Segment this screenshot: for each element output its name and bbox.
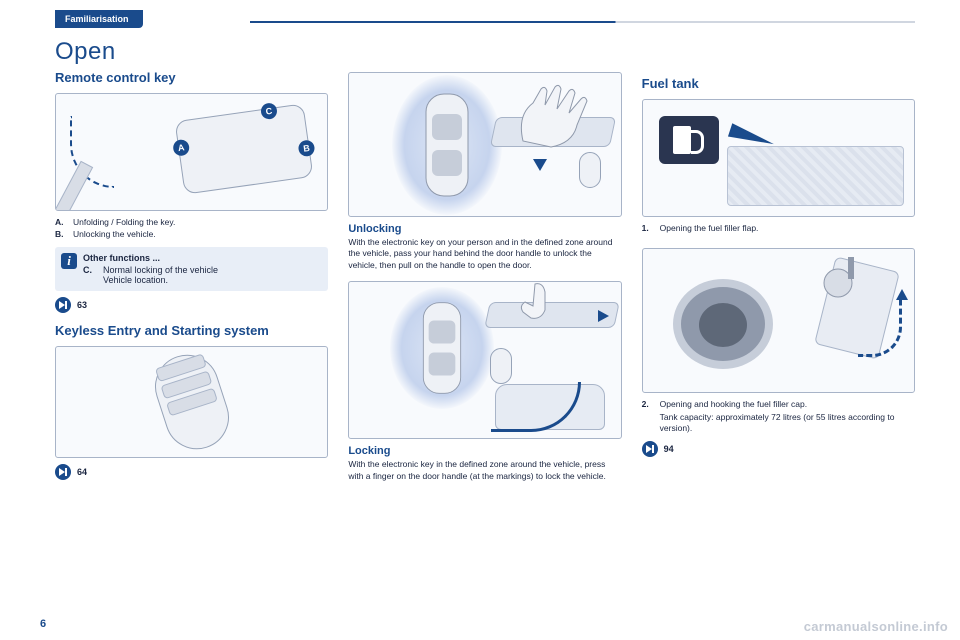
ref-icon [55, 297, 71, 313]
heading-fuel-tank: Fuel tank [642, 76, 915, 91]
ref-number: 63 [77, 300, 87, 310]
page-title: Open [55, 38, 328, 66]
callout-c: C [260, 102, 278, 120]
column-2: Unlocking With the electronic key on you… [348, 38, 621, 490]
figure-key-fold: A C B [55, 93, 328, 211]
column-3: Fuel tank 1. Opening the fuel filler fla… [642, 38, 915, 490]
key-fob [146, 346, 237, 457]
ref-number: 64 [77, 467, 87, 477]
info-row: C. Normal locking of the vehicle Vehicle… [83, 265, 320, 285]
heading-locking: Locking [348, 445, 621, 457]
unlock-description: With the electronic key on your person a… [348, 237, 621, 271]
list-label: 2. [642, 399, 654, 410]
info-text: Normal locking of the vehicle Vehicle lo… [103, 265, 218, 285]
figure-key-fob [55, 346, 328, 458]
page-number: 6 [40, 618, 46, 630]
key-function-list: A. Unfolding / Folding the key. B. Unloc… [55, 217, 328, 241]
watermark: carmanualsonline.info [804, 619, 948, 634]
list-item: Tank capacity: approximately 72 litres (… [642, 412, 915, 435]
cap-assembly-icon [818, 253, 868, 303]
figure-fuel-flap [642, 99, 915, 217]
dashed-arrow-icon [858, 297, 902, 357]
list-label [642, 412, 654, 435]
fuel-pump-icon [659, 116, 719, 164]
car-top-icon [420, 90, 474, 200]
car-top-icon [418, 299, 466, 397]
key-blade [55, 161, 93, 211]
finger-icon [517, 282, 561, 322]
page-ref: 64 [55, 464, 328, 480]
list-label: B. [55, 229, 67, 240]
lock-description: With the electronic key in the defined z… [348, 459, 621, 482]
content-columns: Open Remote control key A C B A. Unfoldi… [55, 38, 915, 490]
section-tab: Familiarisation [55, 10, 143, 28]
list-item: 1. Opening the fuel filler flap. [642, 223, 915, 234]
list-text: Tank capacity: approximately 72 litres (… [660, 412, 915, 435]
ref-icon [55, 464, 71, 480]
fuel-step-list: 1. Opening the fuel filler flap. [642, 223, 915, 234]
list-text: Unlocking the vehicle. [73, 229, 156, 240]
manual-page: Familiarisation Open Remote control key … [55, 10, 915, 620]
list-label: 1. [642, 223, 654, 234]
page-ref: 94 [642, 441, 915, 457]
page-ref: 63 [55, 297, 328, 313]
filler-neck [673, 279, 773, 369]
list-text: Opening the fuel filler flap. [660, 223, 759, 234]
figure-fuel-cap [642, 248, 915, 393]
list-text: Opening and hooking the fuel filler cap. [660, 399, 807, 410]
info-box: i Other functions ... C. Normal locking … [55, 247, 328, 291]
list-item: 2. Opening and hooking the fuel filler c… [642, 399, 915, 410]
arrow-down-icon [533, 159, 547, 171]
ref-icon [642, 441, 658, 457]
arrow-head-icon [896, 289, 908, 300]
dashboard-art [727, 146, 904, 206]
list-text: Unfolding / Folding the key. [73, 217, 175, 228]
ref-number: 94 [664, 444, 674, 454]
heading-keyless: Keyless Entry and Starting system [55, 323, 328, 338]
arrow-right-icon [598, 310, 609, 322]
column-1: Open Remote control key A C B A. Unfoldi… [55, 38, 328, 490]
header-rule [250, 21, 915, 23]
key-head: A C B [175, 103, 314, 194]
list-item: A. Unfolding / Folding the key. [55, 217, 328, 228]
hand-icon [513, 81, 603, 151]
figure-lock [348, 281, 621, 439]
info-icon: i [61, 253, 77, 269]
info-title: Other functions ... [83, 253, 320, 263]
figure-unlock [348, 72, 621, 217]
list-item: B. Unlocking the vehicle. [55, 229, 328, 240]
callout-b: B [298, 139, 316, 157]
heading-remote-key: Remote control key [55, 70, 328, 85]
callout-a: A [173, 139, 191, 157]
heading-unlocking: Unlocking [348, 223, 621, 235]
list-label: A. [55, 217, 67, 228]
fuel-step-list-2: 2. Opening and hooking the fuel filler c… [642, 399, 915, 434]
info-label: C. [83, 265, 97, 285]
fob-icon [579, 152, 601, 188]
fob-icon [490, 348, 512, 384]
